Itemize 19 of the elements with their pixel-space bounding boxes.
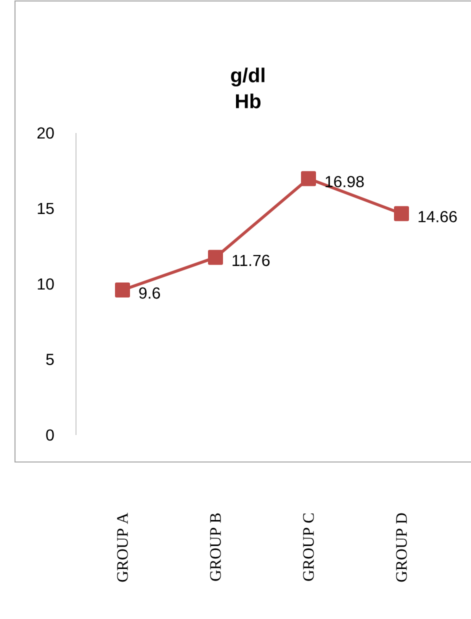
point	[208, 250, 223, 265]
data-label: 9.6	[139, 287, 160, 299]
chart-title: g/dl	[231, 68, 264, 86]
x-tick-label: GROUP C	[303, 513, 314, 581]
data-label: 16.98	[326, 176, 364, 188]
x-tick-label: GROUP A	[117, 512, 128, 582]
y-tick-label: 20	[37, 127, 54, 139]
y-tick-label: 0	[46, 429, 54, 441]
y-tick-label: 10	[38, 278, 54, 290]
y-tick-label: 5	[46, 354, 54, 366]
point	[394, 206, 409, 222]
chart-subtitle: Hb	[236, 94, 260, 108]
point	[115, 282, 130, 298]
point	[300, 171, 316, 186]
x-tick-label: GROUP D	[396, 513, 407, 582]
x-tick-label: GROUP B	[210, 513, 221, 581]
data-label: 14.66	[418, 210, 457, 222]
data-label: 11.76	[232, 254, 270, 266]
y-tick-label: 15	[38, 202, 54, 214]
